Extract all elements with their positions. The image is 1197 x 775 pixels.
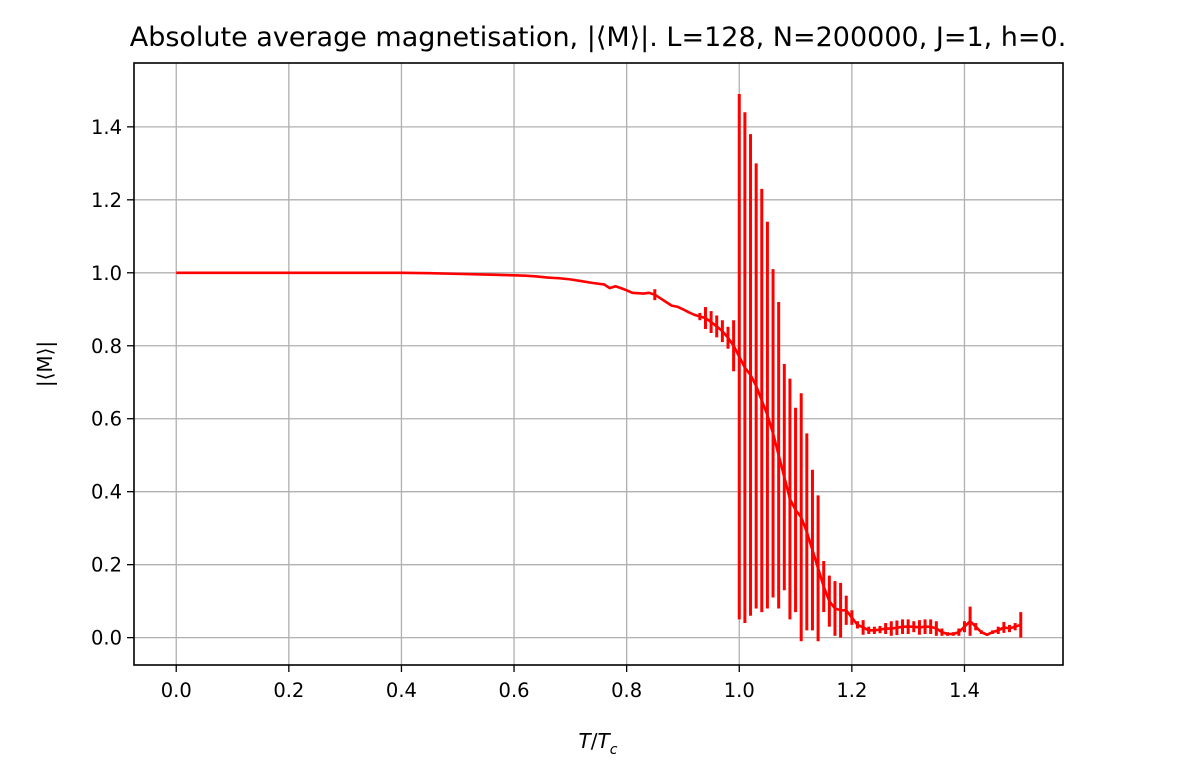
series-line	[176, 271, 1022, 637]
y-axis: 0.0 0.2 0.4 0.6 0.8 1.0 1.2 1.4	[91, 116, 134, 650]
x-tick-label: 1.2	[836, 679, 867, 702]
y-tick-label: 1.2	[91, 189, 122, 212]
plot-frame	[133, 62, 1064, 666]
y-tick-label: 0.4	[91, 481, 122, 504]
y-tick-label: 0.6	[91, 408, 122, 431]
x-axis: 0.0 0.2 0.4 0.6 0.8 1.0 1.2 1.4	[161, 665, 980, 702]
y-tick-label: 1.4	[91, 116, 122, 139]
x-tick-label: 0.4	[386, 679, 417, 702]
chart-title: Absolute average magnetisation, |⟨M⟩|. L…	[130, 22, 1067, 53]
x-tick-label: 0.6	[499, 679, 530, 702]
x-tick-label: 0.0	[161, 679, 192, 702]
x-tick-label: 1.4	[949, 679, 980, 702]
x-tick-label: 0.2	[273, 679, 304, 702]
x-tick-label: 1.0	[724, 679, 755, 702]
y-axis-label: |⟨M⟩|	[33, 341, 57, 387]
x-axis-label: T/Tc	[579, 729, 618, 758]
y-tick-label: 0.0	[91, 627, 122, 650]
y-tick-label: 0.2	[91, 554, 122, 577]
y-tick-label: 1.0	[91, 262, 122, 285]
x-tick-label: 0.8	[611, 679, 642, 702]
y-tick-label: 0.8	[91, 335, 122, 358]
